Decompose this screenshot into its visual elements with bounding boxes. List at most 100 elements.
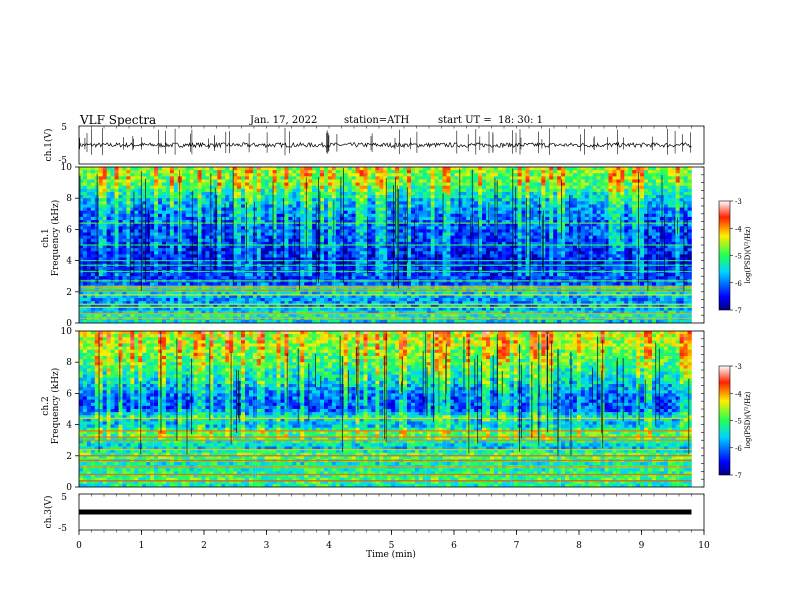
spectrogram-cell [525, 179, 530, 183]
spectrogram-cell [537, 170, 542, 174]
spectrogram-cell [122, 235, 127, 240]
spectrogram-cell [537, 188, 542, 193]
spectrogram-cell [158, 188, 163, 193]
spectrogram-cell [663, 241, 669, 246]
spectrogram-cell [324, 207, 329, 211]
spectrogram-cell [371, 167, 376, 171]
spectrogram-cell [434, 216, 439, 221]
spectrogram-cell [252, 238, 258, 243]
spectrogram-cell [248, 182, 254, 187]
spectrogram-cell [316, 173, 321, 177]
spectrogram-cell [683, 254, 688, 258]
spectrogram-cell [142, 210, 147, 215]
spectrogram-cell [549, 185, 554, 190]
spectrogram-cell [351, 195, 356, 199]
spectrogram-cell [387, 167, 392, 171]
spectrogram-cell [229, 235, 234, 240]
spectrogram-cell [161, 207, 167, 211]
spectrogram-cell [430, 251, 435, 255]
spectrogram-cell [561, 170, 566, 174]
spectrogram-cell [158, 248, 163, 252]
spectrogram-cell [628, 235, 633, 240]
spectrogram-cell [422, 223, 428, 227]
spectrogram-cell [189, 241, 194, 246]
spectrogram-cell [158, 170, 163, 174]
spectrogram-cell [414, 223, 420, 227]
spectrogram-cell [517, 257, 522, 261]
spectrogram-cell [458, 191, 463, 196]
spectrogram-cell [569, 251, 574, 255]
spectrogram-cell [600, 204, 605, 208]
spectrogram-cell [138, 170, 143, 174]
spectrogram-cell [379, 195, 384, 199]
spectrogram-cell [130, 179, 135, 183]
spectrogram-cell [272, 173, 277, 177]
spectrogram-cell [418, 223, 424, 227]
spectrogram-cell [260, 238, 266, 243]
spectrogram-cell [169, 176, 175, 180]
spectrogram-cell [517, 182, 522, 187]
spectrogram-cell [663, 210, 669, 215]
spectrogram-cell [146, 254, 151, 258]
spectrogram-cell [355, 238, 360, 243]
spectrogram-cell [280, 185, 285, 190]
spectrogram-cell [458, 254, 463, 258]
spectrogram-cell [442, 191, 447, 196]
spectrogram-cell [493, 216, 499, 221]
spectrogram-cell [517, 204, 522, 208]
spectrogram-cell [608, 223, 613, 227]
spectrogram-cell [134, 223, 139, 227]
spectrogram-cell [584, 170, 590, 174]
spectrogram-cell [399, 188, 404, 193]
spectrogram-cell [308, 176, 313, 180]
spectrogram-cell [663, 245, 669, 249]
spectrogram-cell [339, 167, 345, 171]
spectrogram-cell [644, 201, 649, 205]
spectrogram-cell [343, 182, 349, 187]
spectrogram-cell [399, 210, 404, 215]
spectrogram-cell [596, 170, 601, 174]
spectrogram-cell [458, 179, 463, 183]
spectrogram-cell [596, 245, 601, 249]
spectrogram-cell [628, 188, 633, 193]
spectrogram-cell [553, 232, 558, 236]
spectrogram-cell [426, 210, 431, 215]
spectrogram-cell [241, 220, 246, 224]
spectrogram-cell [399, 198, 404, 202]
spectrogram-cell [592, 260, 597, 265]
spectrogram-cell [79, 235, 84, 240]
spectrogram-cell [422, 201, 428, 205]
spectrogram-cell [569, 216, 574, 221]
spectrogram-cell [596, 254, 601, 258]
spectrogram-cell [525, 182, 530, 187]
spectrogram-cell [533, 241, 538, 246]
spectrogram-cell [466, 173, 471, 177]
spectrogram-cell [410, 245, 416, 249]
spectrogram-cell [525, 210, 530, 215]
spectrogram-cell [533, 207, 538, 211]
spectrogram-cell [355, 173, 360, 177]
spectrogram-cell [343, 167, 349, 171]
spectrogram-cell [478, 245, 483, 249]
spectrogram-cell [667, 238, 673, 243]
spectrogram-cell [410, 254, 416, 258]
spectrogram-cell [446, 248, 451, 252]
spectrogram-cell [339, 232, 345, 236]
spectrogram-cell [620, 167, 625, 171]
spectrogram-cell [102, 223, 107, 227]
spectrogram-cell [248, 245, 254, 249]
spectrogram-cell [501, 201, 507, 205]
spectrogram-cell [604, 232, 609, 236]
spectrogram-cell [197, 191, 202, 196]
spectrogram-cell [229, 232, 234, 236]
spectrogram-cell [569, 173, 574, 177]
spectrogram-cell [521, 201, 526, 205]
spectrogram-cell [114, 191, 119, 196]
spectrogram-cell [561, 238, 566, 243]
spectrogram-cell [466, 232, 471, 236]
spectrogram-cell [134, 238, 139, 243]
spectrogram-cell [493, 201, 499, 205]
spectrogram-cell [79, 188, 84, 193]
spectrogram-cell [549, 232, 554, 236]
spectrogram-cell [640, 179, 645, 183]
